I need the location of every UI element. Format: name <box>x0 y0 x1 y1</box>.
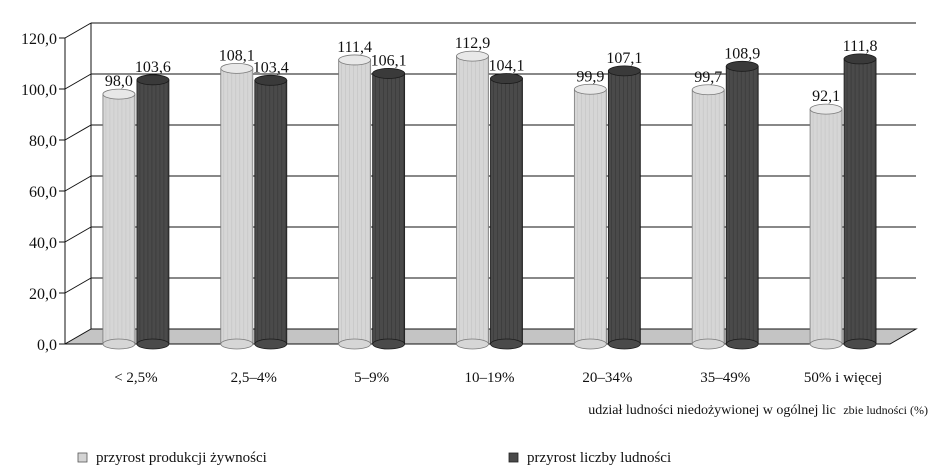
bar-base <box>102 338 136 350</box>
bar-top <box>456 50 489 62</box>
bar-0-3 <box>456 55 489 345</box>
gridline-diagonal <box>64 226 92 243</box>
bar-top <box>254 74 288 86</box>
x-tick-label: 2,5–4% <box>231 370 277 386</box>
legend-item-food-production: przyrost produkcji żywności <box>77 450 267 466</box>
data-label-1-2: 106,1 <box>371 52 407 69</box>
gridline-diagonal <box>64 124 92 141</box>
bar-0-0 <box>102 93 136 345</box>
x-tick-label: 35–49% <box>700 370 750 386</box>
gridline-diagonal <box>64 277 92 294</box>
bar-base <box>725 338 759 350</box>
x-tick-label: 5–9% <box>354 370 389 386</box>
y-tick-label: 100,0 <box>21 82 57 99</box>
category-labels: < 2,5% 2,5–4% 5–9% 10–19% 20–34% 35–49% 50% i … <box>114 370 882 386</box>
bar-top <box>490 73 523 84</box>
bar-1-0 <box>136 79 170 345</box>
bar-base <box>573 338 607 350</box>
bar-base <box>136 338 170 350</box>
bar-top <box>372 68 406 79</box>
data-label-0-4: 99,9 <box>576 68 604 85</box>
data-label-1-1: 103,4 <box>253 59 289 76</box>
bar-1-3 <box>490 78 523 345</box>
legend-swatch-food-production <box>77 452 88 463</box>
y-tick-label: 80,0 <box>29 133 57 150</box>
bar-top <box>809 103 843 115</box>
bar-base <box>220 338 254 350</box>
bar-top <box>691 84 725 96</box>
bar-top <box>136 74 170 86</box>
legend-item-population-growth: przyrost liczby ludności <box>508 450 671 466</box>
data-label-0-5: 99,7 <box>694 69 722 86</box>
x-tick-label: < 2,5% <box>114 370 157 386</box>
data-label-0-6: 92,1 <box>812 88 840 105</box>
legend: przyrost produkcji żywności przyrost lic… <box>77 450 671 466</box>
x-tick-label: 10–19% <box>465 370 515 386</box>
bar-0-4 <box>573 88 607 345</box>
bar-base <box>254 338 288 350</box>
bar-base <box>338 338 372 350</box>
bar-top <box>220 62 254 74</box>
y-tick-label: 60,0 <box>29 184 57 201</box>
bar-top <box>573 83 607 95</box>
data-label-0-2: 111,4 <box>337 39 372 56</box>
bar-base <box>607 338 641 350</box>
x-tick-label: 20–34% <box>582 370 632 386</box>
bar-1-1 <box>254 79 288 345</box>
data-label-0-3: 112,9 <box>455 35 490 52</box>
bar-1-2 <box>372 73 406 345</box>
gridline-diagonal <box>64 22 92 39</box>
bar-0-1 <box>220 67 254 345</box>
bar-1-6 <box>843 58 877 345</box>
bar-top <box>843 53 877 65</box>
legend-label-population-growth: przyrost liczby ludności <box>527 450 671 466</box>
bar-top <box>102 88 136 100</box>
y-tick-label: 0,0 <box>37 337 57 354</box>
bar-base <box>843 338 877 350</box>
bar-0-5 <box>691 89 725 345</box>
data-label-1-5: 108,9 <box>724 45 760 62</box>
y-tick-label: 120,0 <box>21 31 57 48</box>
legend-swatch-population-growth <box>508 452 519 463</box>
bar-base <box>691 338 725 350</box>
bars <box>102 50 877 350</box>
data-label-1-4: 107,1 <box>606 50 642 67</box>
bar-base <box>372 338 406 350</box>
bar-base <box>456 338 489 350</box>
data-label-1-0: 103,6 <box>135 59 171 76</box>
gridline-diagonal <box>64 73 92 90</box>
gridline-diagonal <box>64 175 92 192</box>
bar-top <box>338 54 372 66</box>
data-label-1-6: 111,8 <box>843 38 878 55</box>
y-tick-label: 40,0 <box>29 235 57 252</box>
legend-label-food-production: przyrost produkcji żywności <box>96 450 267 466</box>
data-label-0-0: 98,0 <box>105 73 133 90</box>
bar-base <box>490 338 523 350</box>
bar-top <box>725 60 759 72</box>
data-label-0-1: 108,1 <box>219 47 255 64</box>
axes: 0,0 20,0 40,0 60,0 80,0 100,0 120,0 <box>21 23 92 354</box>
x-axis-title: udział ludności niedożywionej w ogólnej … <box>588 403 928 418</box>
data-label-1-3: 104,1 <box>489 58 525 75</box>
y-tick-label: 20,0 <box>29 286 57 303</box>
x-tick-label: 50% i więcej <box>804 370 882 386</box>
bar-base <box>809 338 843 350</box>
bar-top <box>607 65 641 77</box>
